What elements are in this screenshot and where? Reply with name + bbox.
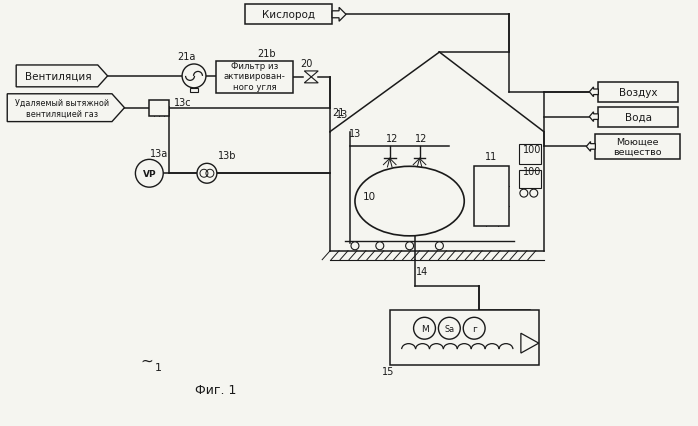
Circle shape bbox=[438, 317, 460, 340]
Circle shape bbox=[414, 317, 436, 340]
Polygon shape bbox=[332, 9, 346, 22]
Text: 21a: 21a bbox=[177, 52, 195, 62]
Text: 13: 13 bbox=[336, 109, 348, 119]
Text: 13a: 13a bbox=[150, 149, 168, 159]
Text: 20: 20 bbox=[300, 59, 313, 69]
Text: VP: VP bbox=[142, 170, 156, 178]
Text: 11: 11 bbox=[485, 152, 498, 162]
Text: Вода: Вода bbox=[625, 112, 652, 122]
Text: 13b: 13b bbox=[218, 151, 236, 161]
Bar bbox=[595, 134, 680, 160]
Bar bbox=[389, 311, 539, 365]
Polygon shape bbox=[589, 88, 598, 98]
Text: Вентиляция: Вентиляция bbox=[24, 72, 91, 82]
Bar bbox=[474, 167, 509, 226]
Circle shape bbox=[351, 242, 359, 250]
Bar bbox=[190, 89, 198, 92]
Text: 13: 13 bbox=[349, 128, 361, 138]
Bar bbox=[149, 101, 169, 116]
Circle shape bbox=[530, 190, 537, 198]
Text: 12: 12 bbox=[415, 134, 428, 144]
Text: Моющее
вещество: Моющее вещество bbox=[614, 138, 662, 157]
Bar bbox=[519, 171, 541, 189]
Circle shape bbox=[463, 317, 485, 340]
Text: 13c: 13c bbox=[174, 98, 192, 107]
Text: 100: 100 bbox=[523, 145, 541, 155]
Text: г: г bbox=[472, 324, 477, 333]
Text: Воздух: Воздух bbox=[619, 88, 658, 98]
Polygon shape bbox=[304, 78, 318, 83]
Text: Фильтр из
активирован-
ного угля: Фильтр из активирован- ного угля bbox=[223, 62, 285, 92]
Circle shape bbox=[520, 190, 528, 198]
Text: 12: 12 bbox=[385, 134, 398, 144]
Text: 10: 10 bbox=[363, 192, 376, 201]
Text: Фиг. 1: Фиг. 1 bbox=[195, 383, 237, 397]
Bar bbox=[245, 6, 332, 25]
Polygon shape bbox=[589, 112, 598, 122]
Circle shape bbox=[436, 242, 443, 250]
Text: Sa: Sa bbox=[445, 324, 454, 333]
Polygon shape bbox=[304, 72, 318, 78]
Polygon shape bbox=[586, 142, 595, 152]
Text: 21: 21 bbox=[332, 107, 344, 118]
Circle shape bbox=[135, 160, 163, 188]
Text: M: M bbox=[421, 324, 429, 333]
Circle shape bbox=[376, 242, 384, 250]
Circle shape bbox=[182, 65, 206, 89]
Polygon shape bbox=[16, 66, 107, 88]
Text: 1: 1 bbox=[155, 362, 162, 372]
Bar bbox=[598, 83, 678, 103]
Polygon shape bbox=[7, 95, 124, 122]
Text: ~: ~ bbox=[140, 353, 153, 368]
Text: Кислород: Кислород bbox=[262, 10, 315, 20]
Text: 14: 14 bbox=[417, 266, 429, 276]
Text: 15: 15 bbox=[382, 366, 394, 376]
Text: 21b: 21b bbox=[258, 49, 276, 59]
Circle shape bbox=[406, 242, 414, 250]
Text: 100: 100 bbox=[523, 167, 541, 177]
Ellipse shape bbox=[355, 167, 464, 236]
Circle shape bbox=[197, 164, 217, 184]
Bar bbox=[598, 107, 678, 127]
Bar bbox=[216, 62, 293, 94]
Text: Удаляемый вытяжной
вентиляцией газ: Удаляемый вытяжной вентиляцией газ bbox=[15, 99, 109, 118]
Bar bbox=[519, 145, 541, 165]
